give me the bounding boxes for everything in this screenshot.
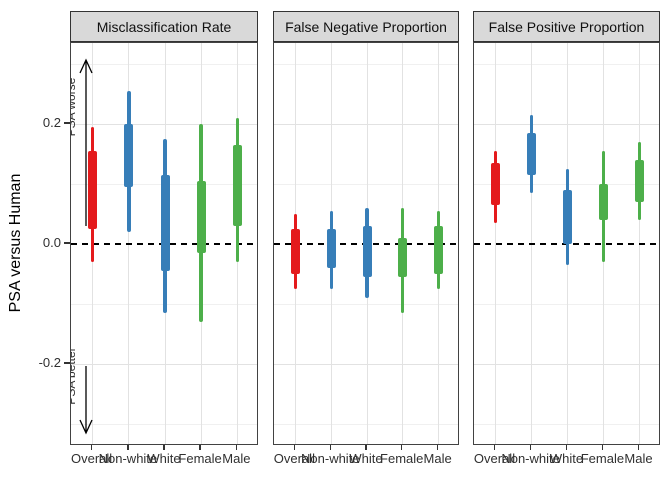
y-tick-label: 0.0 bbox=[42, 235, 61, 250]
x-axis-tick bbox=[493, 445, 496, 450]
x-tick-label: Overall bbox=[71, 451, 113, 466]
x-axis-tick bbox=[365, 445, 367, 450]
h-gridline bbox=[274, 64, 458, 65]
facet-strip-title: False Positive Proportion bbox=[488, 18, 645, 35]
x-axis-tick bbox=[127, 445, 129, 450]
x-tick-label: White bbox=[549, 451, 584, 466]
x-tick-label: White bbox=[349, 451, 383, 466]
x-tick-label: Non-white bbox=[98, 451, 158, 466]
h-gridline bbox=[71, 364, 257, 365]
interval-inner-bar bbox=[290, 229, 300, 274]
y-tick-label: 0.2 bbox=[42, 115, 61, 130]
facet-strip: False Negative Proportion bbox=[273, 11, 459, 42]
h-gridline bbox=[274, 424, 458, 425]
h-gridline bbox=[474, 424, 659, 425]
x-tick-label: Non-white bbox=[301, 451, 360, 466]
y-axis-tick bbox=[64, 122, 70, 124]
x-tick-label: Male bbox=[423, 451, 452, 466]
interval-inner-bar bbox=[634, 160, 644, 202]
y-axis-tick bbox=[64, 362, 70, 364]
h-gridline bbox=[71, 424, 257, 425]
interval-inner-bar bbox=[88, 151, 98, 229]
facet-strip-title: Misclassification Rate bbox=[96, 18, 232, 35]
x-tick-label: White bbox=[147, 451, 181, 466]
x-axis-tick bbox=[529, 445, 532, 450]
annotation-psa-worse: PSA worse bbox=[70, 77, 78, 137]
x-tick-label: Female bbox=[580, 451, 625, 466]
x-axis-tick bbox=[329, 445, 332, 450]
h-gridline bbox=[474, 364, 659, 365]
x-axis-tick bbox=[293, 445, 296, 450]
x-tick-label: Female bbox=[178, 451, 222, 466]
h-gridline bbox=[474, 304, 659, 305]
annotation-psa-better: PSA better bbox=[70, 347, 78, 405]
h-gridline bbox=[274, 124, 458, 125]
h-gridline bbox=[71, 124, 257, 125]
interval-inner-bar bbox=[232, 145, 242, 226]
h-gridline bbox=[474, 124, 659, 125]
interval-inner-bar bbox=[196, 181, 206, 253]
y-axis-tick bbox=[64, 242, 70, 244]
h-gridline bbox=[71, 64, 257, 65]
h-gridline bbox=[274, 184, 458, 185]
x-axis-tick bbox=[637, 445, 640, 450]
y-tick-label: -0.2 bbox=[38, 355, 61, 370]
x-axis-tick bbox=[199, 445, 201, 450]
interval-inner-bar bbox=[398, 238, 408, 277]
interval-inner-bar bbox=[598, 184, 608, 220]
x-tick-label: Non-white bbox=[501, 451, 560, 466]
x-axis-tick bbox=[565, 445, 568, 450]
facet-strip: False Positive Proportion bbox=[473, 11, 660, 42]
interval-inner-bar bbox=[434, 226, 444, 274]
interval-inner-bar bbox=[362, 226, 372, 277]
x-tick-label: Overall bbox=[473, 451, 516, 466]
h-gridline bbox=[274, 304, 458, 305]
facet-panel: PSA worse PSA better bbox=[70, 42, 258, 445]
x-axis-tick bbox=[163, 445, 165, 450]
x-axis-tick bbox=[90, 445, 93, 450]
interval-inner-bar bbox=[527, 133, 537, 175]
interval-inner-bar bbox=[160, 175, 170, 271]
interval-inner-bar bbox=[491, 163, 500, 205]
x-tick-label: Male bbox=[222, 451, 251, 466]
interval-inner-bar bbox=[124, 124, 134, 187]
facet-panel bbox=[273, 42, 459, 445]
interval-inner-bar bbox=[563, 190, 572, 244]
facet-strip-title: False Negative Proportion bbox=[285, 18, 447, 35]
x-axis-tick bbox=[601, 445, 604, 450]
h-gridline bbox=[274, 364, 458, 365]
interval-inner-bar bbox=[326, 229, 336, 268]
x-tick-label: Male bbox=[624, 451, 653, 466]
h-gridline bbox=[474, 64, 659, 65]
x-tick-label: Overall bbox=[273, 451, 315, 466]
x-axis-tick bbox=[400, 445, 403, 450]
x-tick-label: Female bbox=[380, 451, 424, 466]
x-axis-tick bbox=[436, 445, 439, 450]
x-axis-tick bbox=[235, 445, 238, 450]
facet-panel bbox=[473, 42, 660, 445]
facet-strip: Misclassification Rate bbox=[70, 11, 258, 42]
